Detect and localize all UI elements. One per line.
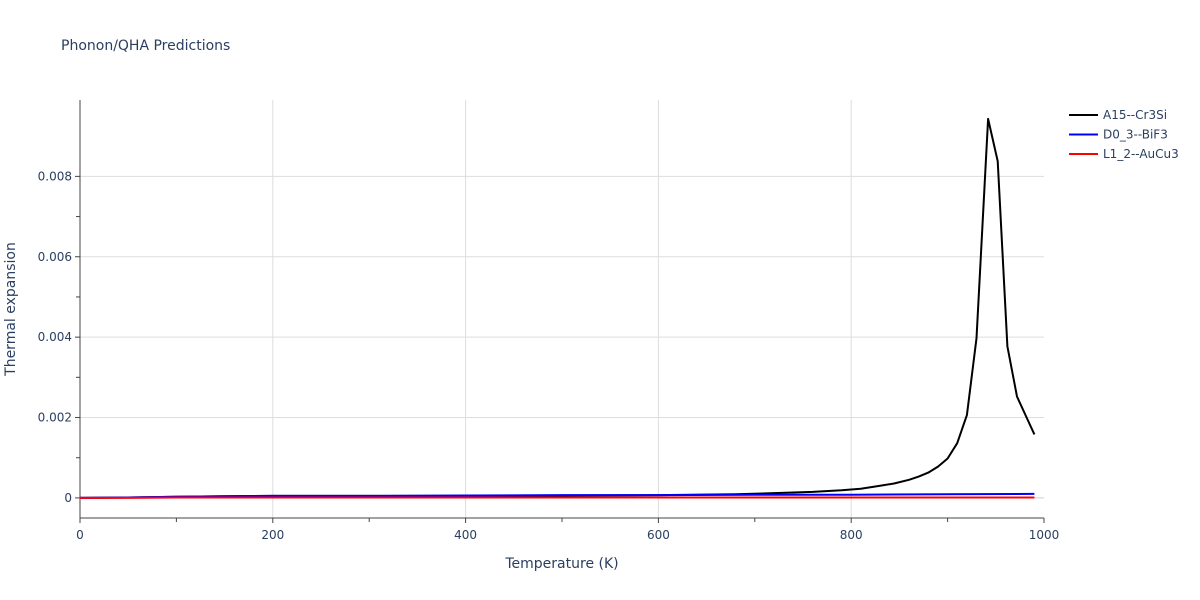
x-tick-label: 800 xyxy=(840,528,863,542)
legend: A15--Cr3Si D0_3--BiF3 L1_2--AuCu3 xyxy=(1069,108,1179,161)
x-tick-label: 600 xyxy=(647,528,670,542)
y-tick-label: 0.006 xyxy=(38,250,72,264)
y-tick-label: 0.004 xyxy=(38,330,72,344)
series-line-1 xyxy=(79,117,1036,499)
x-tick-label: 1000 xyxy=(1029,528,1060,542)
legend-label-1: A15--Cr3Si xyxy=(1103,108,1167,122)
axes xyxy=(75,100,1045,523)
chart-title: Phonon/QHA Predictions xyxy=(61,38,230,54)
tick-labels: 0 200 400 600 800 1000 0 0.002 0.004 0.006 0.008 xyxy=(38,169,1060,542)
series-lines xyxy=(79,117,1036,499)
x-tick-label: 400 xyxy=(454,528,477,542)
legend-label-2: D0_3--BiF3 xyxy=(1103,128,1168,142)
grid-lines xyxy=(80,100,1044,518)
y-tick-label: 0 xyxy=(64,491,72,505)
y-tick-label: 0.002 xyxy=(38,411,72,425)
x-axis-title: Temperature (K) xyxy=(504,556,618,572)
x-tick-label: 200 xyxy=(261,528,284,542)
y-axis-title: Thermal expansion xyxy=(3,242,19,377)
legend-label-3: L1_2--AuCu3 xyxy=(1103,147,1179,161)
y-tick-label: 0.008 xyxy=(38,169,72,183)
x-tick-label: 0 xyxy=(76,528,84,542)
